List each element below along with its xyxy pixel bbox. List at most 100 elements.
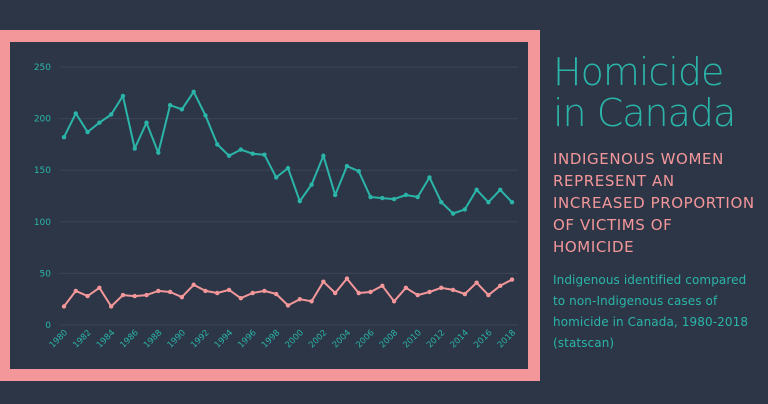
data-point-s2-1990 (179, 294, 185, 300)
data-point-s2-1981 (73, 288, 78, 294)
data-point-s1-2003 (332, 192, 338, 198)
data-point-s2-2012 (439, 285, 444, 291)
data-point-s2-1983 (97, 285, 102, 291)
data-point-s2-1988 (156, 288, 161, 294)
y-tick-label-50: 50 (40, 269, 52, 279)
data-point-s2-1980 (61, 304, 67, 309)
x-tick-label-1990: 1990 (166, 328, 188, 350)
series-line-1 (63, 90, 513, 215)
x-tick-label-1988: 1988 (142, 328, 164, 350)
data-point-s2-1992 (203, 288, 208, 294)
data-point-s1-2013 (450, 211, 456, 216)
x-tick-label-2004: 2004 (331, 328, 353, 350)
data-point-s1-2004 (344, 163, 350, 169)
title-line-1: Homicide (553, 50, 724, 94)
x-tick-label-2012: 2012 (425, 328, 447, 350)
subtitle: INDIGENOUS WOMEN REPRESENT AN INCREASED … (553, 150, 755, 256)
data-point-s2-2003 (332, 290, 338, 296)
data-point-s2-1987 (144, 292, 149, 298)
x-tick-label-1980: 1980 (48, 328, 70, 350)
y-tick-label-200: 200 (34, 115, 51, 125)
data-point-s2-2002 (321, 279, 326, 284)
data-point-s1-1994 (226, 153, 232, 158)
data-point-s2-2000 (297, 297, 302, 302)
data-point-s1-2017 (498, 187, 503, 193)
data-point-s1-1984 (108, 112, 114, 117)
data-point-s1-2002 (321, 153, 326, 158)
data-point-s1-1981 (73, 111, 78, 116)
data-point-s1-2008 (391, 196, 397, 202)
data-point-s2-1996 (250, 290, 255, 296)
data-point-s1-2000 (297, 198, 302, 204)
data-point-s1-1998 (274, 175, 279, 180)
data-point-s1-1990 (179, 107, 185, 112)
data-point-s1-1989 (167, 102, 173, 108)
data-point-s1-1982 (85, 129, 90, 135)
data-point-s2-2006 (368, 289, 373, 295)
data-point-s2-1994 (226, 287, 232, 293)
data-point-s1-1980 (61, 134, 67, 140)
data-point-s2-1984 (108, 304, 114, 309)
data-point-s1-1987 (144, 120, 149, 125)
description: Indigenous identified compared to non-In… (553, 273, 749, 350)
data-point-s1-2012 (439, 199, 444, 205)
x-tick-label-1996: 1996 (236, 328, 258, 350)
data-point-s2-2016 (486, 292, 491, 298)
data-point-s1-1999 (285, 165, 291, 171)
data-point-s2-1999 (285, 303, 291, 308)
data-point-s2-2004 (344, 276, 350, 281)
series-line-2 (63, 277, 513, 308)
data-point-s1-1985 (120, 93, 126, 99)
data-point-s2-1986 (132, 293, 137, 299)
x-tick-label-1986: 1986 (118, 328, 140, 350)
data-point-s1-1991 (191, 89, 196, 94)
x-tick-label-2018: 2018 (496, 328, 518, 350)
x-tick-label-1992: 1992 (189, 328, 211, 350)
x-tick-label-1982: 1982 (71, 328, 93, 350)
data-point-s2-2009 (403, 285, 409, 291)
data-point-s1-1997 (262, 152, 267, 157)
data-point-s1-2006 (368, 194, 373, 200)
x-tick-label-2006: 2006 (354, 328, 376, 350)
data-point-s2-2005 (356, 290, 361, 296)
chart-panel: 0 50 100 150 200 250 1980 1982 1984 1986 1988 1990 1… (10, 42, 528, 369)
x-tick-label-2014: 2014 (449, 328, 471, 350)
data-point-s2-2017 (498, 283, 503, 288)
y-tick-label-150: 150 (34, 166, 51, 176)
x-tick-label-2008: 2008 (378, 328, 400, 350)
data-point-s2-2013 (450, 287, 456, 293)
data-point-s2-2015 (474, 280, 479, 285)
data-point-s2-1997 (262, 288, 267, 294)
data-point-s2-1998 (274, 291, 279, 297)
data-point-s2-2008 (391, 299, 397, 304)
data-point-s1-2011 (427, 175, 432, 180)
info-panel: Homicide in Canada INDIGENOUS WOMEN REPR… (553, 52, 758, 354)
data-point-s2-1985 (120, 292, 126, 298)
data-point-s1-1995 (238, 147, 244, 152)
data-point-s2-2018 (509, 277, 515, 282)
x-tick-label-1984: 1984 (95, 328, 117, 350)
data-point-s2-1982 (85, 293, 90, 299)
data-point-s2-2001 (309, 299, 314, 304)
data-point-s1-1993 (215, 142, 220, 147)
data-point-s1-2015 (474, 187, 479, 193)
data-point-s1-2016 (486, 199, 491, 205)
data-point-s2-1993 (215, 290, 220, 296)
x-tick-label-2002: 2002 (307, 328, 329, 350)
data-point-s1-2009 (403, 192, 409, 198)
x-tick-label-1994: 1994 (213, 328, 235, 350)
data-point-s2-2011 (427, 289, 432, 295)
x-tick-label-1998: 1998 (260, 328, 282, 350)
data-point-s1-1996 (250, 151, 255, 156)
data-point-s2-1995 (238, 295, 244, 301)
y-tick-label-250: 250 (34, 63, 51, 73)
data-point-s2-2010 (415, 292, 420, 298)
data-point-s1-1983 (97, 120, 102, 125)
data-point-s2-2007 (380, 283, 385, 288)
data-point-s1-2005 (356, 169, 361, 174)
data-point-s2-2014 (462, 291, 468, 297)
x-tick-label-2000: 2000 (284, 328, 306, 350)
x-tick-label-2010: 2010 (401, 328, 423, 350)
title-line-2: in Canada (553, 91, 736, 135)
